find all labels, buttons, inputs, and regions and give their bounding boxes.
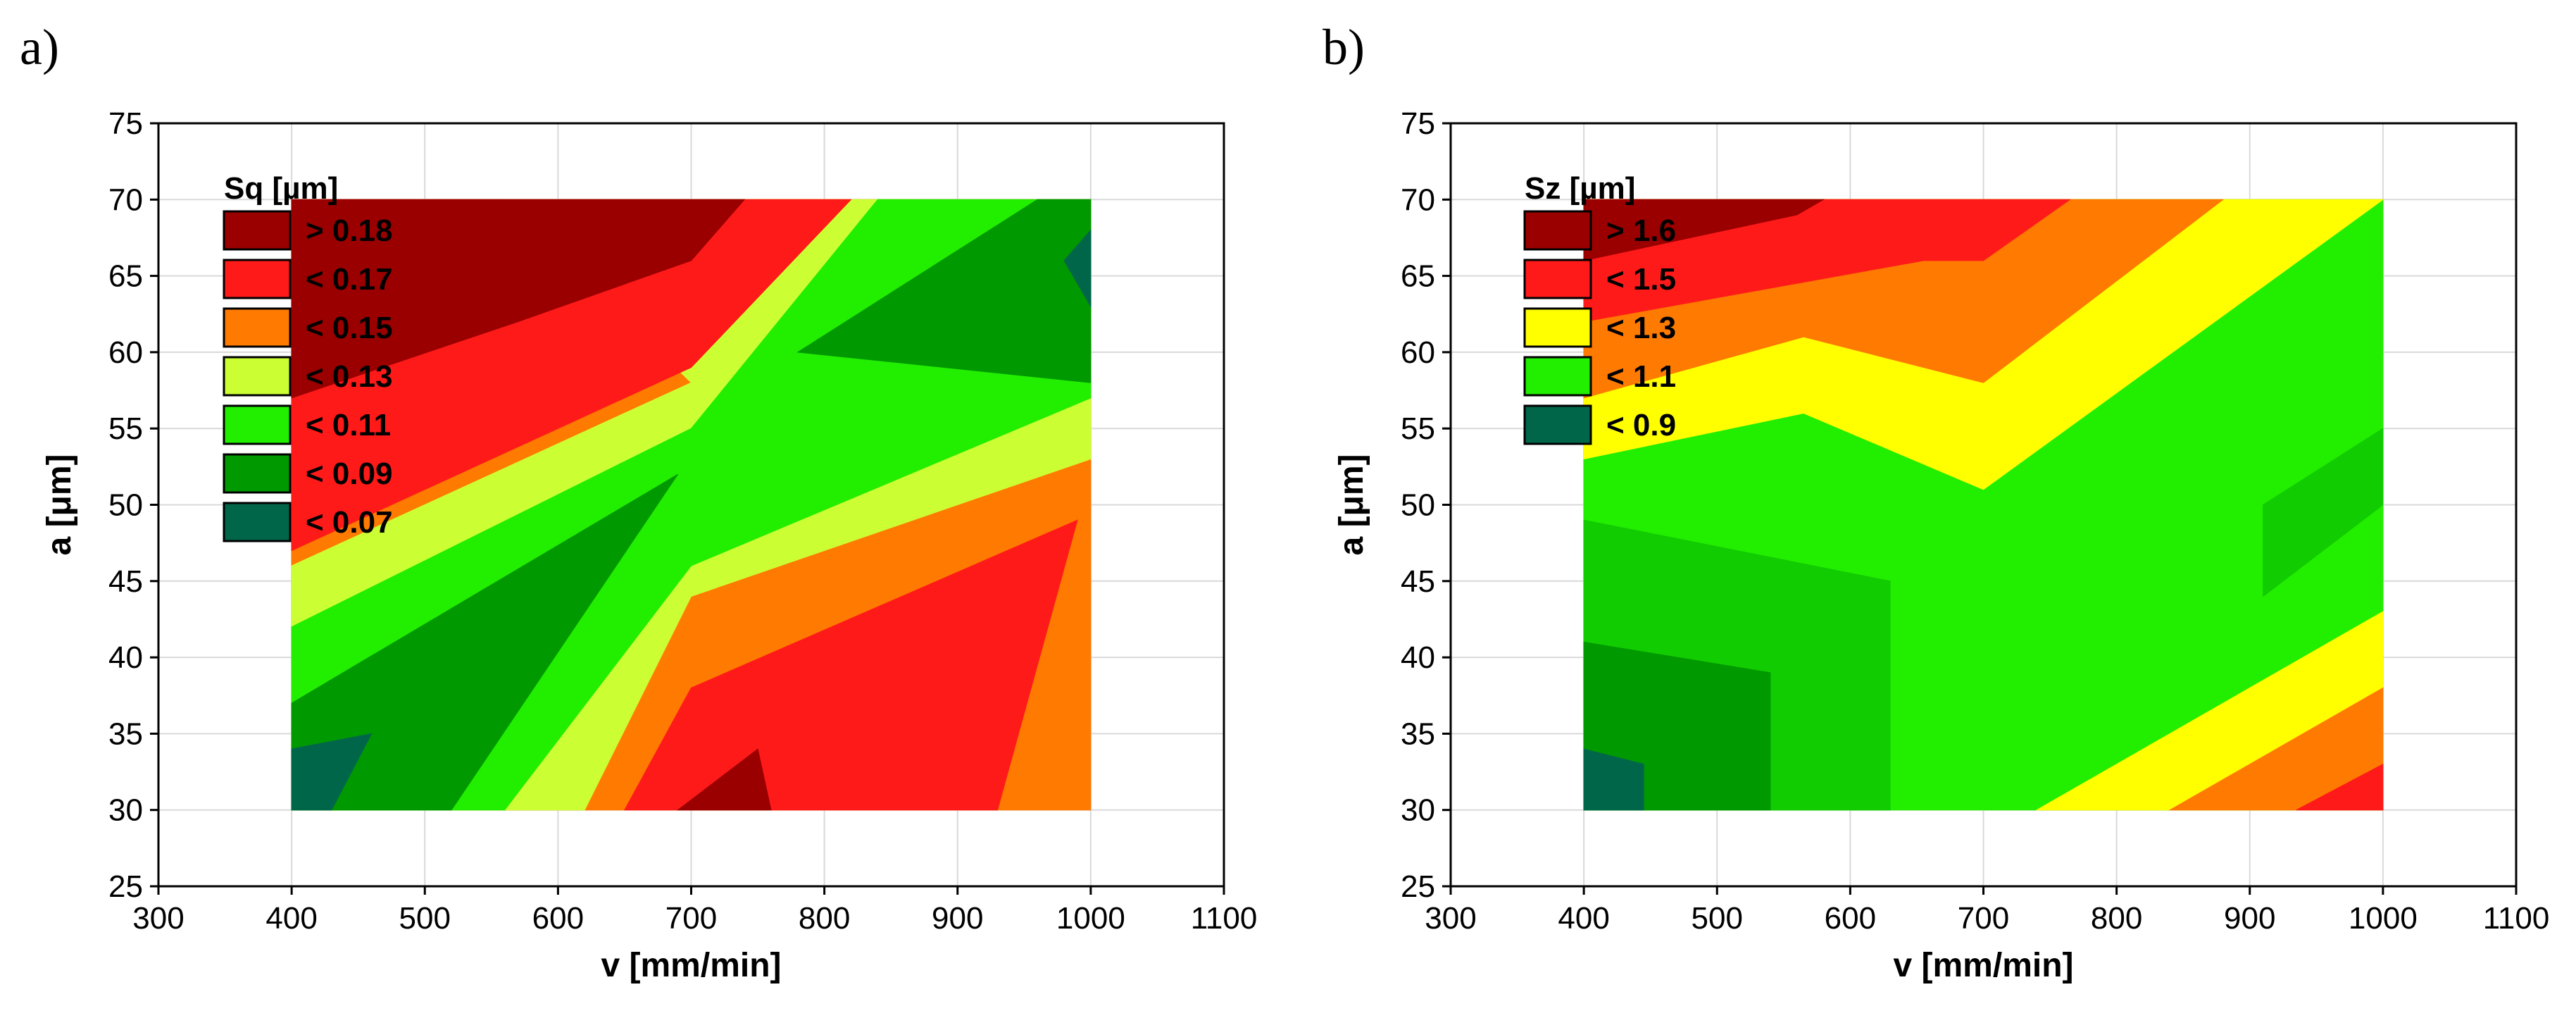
sq-region-10	[677, 748, 772, 811]
sq-legend-swatch-2	[223, 307, 292, 348]
sq-legend-title: Sq [µm]	[224, 171, 338, 206]
sq-legend-label-2: < 0.15	[306, 311, 393, 345]
sq-xtick-label-5: 800	[799, 901, 850, 936]
sz-legend-swatch-1	[1523, 259, 1592, 299]
sz-region-8	[2168, 687, 2384, 811]
sz-legend-label-2: < 1.3	[1606, 311, 1676, 345]
sz-legend-swatch-2	[1523, 307, 1592, 348]
sq-xtick-label-7: 1000	[1056, 901, 1125, 936]
sz-ytick-label-3: 40	[1401, 640, 1435, 675]
sz-y-axis-title: a [μm]	[1333, 454, 1370, 555]
sq-y-axis-title: a [μm]	[41, 454, 78, 555]
sz-legend-label-1: < 1.5	[1606, 262, 1676, 297]
sz-legend-swatch-3	[1523, 356, 1592, 397]
sq-x-axis-title: v [mm/min]	[601, 947, 781, 984]
sq-legend-label-0: > 0.18	[306, 213, 393, 248]
sz-xtick-label-4: 700	[1958, 901, 2009, 936]
sq-xtick-label-3: 600	[532, 901, 584, 936]
sz-region-10	[2296, 763, 2384, 811]
sq-ytick-label-6: 55	[108, 411, 143, 446]
sz-legend: Sz [µm] > 1.6 < 1.5 < 1.3 < 1.1 < 0.9	[1523, 171, 1676, 445]
sz-xtick-label-7: 1000	[2349, 901, 2418, 936]
sq-legend-label-6: < 0.07	[306, 505, 393, 540]
sz-ticks: 300 400 500 600 700 800 900 1000 1100 25 30 35 40 45 5…	[1401, 106, 2549, 936]
sz-ytick-label-7: 60	[1401, 335, 1435, 370]
sq-contour-regions	[291, 199, 1092, 811]
sq-legend-swatch-6	[223, 502, 292, 542]
sq-legend-swatch-4	[223, 404, 292, 445]
sz-xtick-label-5: 800	[2091, 901, 2142, 936]
sq-ticks: 300 400 500 600 700 800 900 1000 1100 25 30 35 40 45 5…	[108, 106, 1257, 936]
sz-legend-label-4: < 0.9	[1606, 408, 1676, 442]
sq-region-3	[291, 473, 679, 811]
sz-ytick-label-5: 50	[1401, 488, 1435, 523]
sq-legend: Sq [µm] > 0.18 < 0.17 < 0.15 < 0.13 < 0.11 < 0…	[223, 171, 393, 542]
sq-xtick-label-8: 1100	[1191, 901, 1258, 936]
sq-legend-label-4: < 0.11	[306, 408, 391, 442]
sz-x-axis-title: v [mm/min]	[1893, 947, 2073, 984]
sz-region-3	[1583, 748, 1644, 811]
sq-ytick-label-7: 60	[108, 335, 143, 370]
sz-xtick-label-6: 900	[2224, 901, 2275, 936]
sq-ytick-label-4: 45	[108, 564, 143, 599]
sq-ytick-label-8: 65	[108, 259, 143, 294]
sq-ytick-label-5: 50	[108, 488, 143, 523]
sq-legend-label-3: < 0.13	[306, 359, 393, 394]
sz-contour-regions	[1583, 199, 2384, 811]
sq-xtick-label-4: 700	[665, 901, 717, 936]
contour-chart-sz: 300 400 500 600 700 800 900 1000 1100 25 30 35 40 45 5…	[1333, 106, 2549, 984]
sq-ytick-label-10: 75	[108, 106, 143, 141]
sq-xtick-label-6: 900	[932, 901, 983, 936]
contour-chart-sq: 300 400 500 600 700 800 900 1000 1100 25 30 35 40 45 5…	[41, 106, 1257, 984]
sz-legend-swatch-4	[1523, 404, 1592, 445]
sz-ytick-label-6: 55	[1401, 411, 1435, 446]
panel-label-a: a)	[20, 19, 59, 75]
sz-ytick-label-9: 70	[1401, 182, 1435, 217]
sz-legend-title: Sz [µm]	[1525, 171, 1635, 206]
sz-ytick-label-4: 45	[1401, 564, 1435, 599]
sz-xtick-label-2: 500	[1692, 901, 1743, 936]
sq-ytick-label-9: 70	[108, 182, 143, 217]
sq-legend-label-1: < 0.17	[306, 262, 393, 297]
sq-legend-swatch-1	[223, 259, 292, 299]
sq-ytick-label-2: 35	[108, 716, 143, 751]
sz-ytick-label-0: 25	[1401, 869, 1435, 904]
sq-ytick-label-1: 30	[108, 793, 143, 828]
sz-xtick-label-0: 300	[1425, 901, 1476, 936]
sq-xtick-label-2: 500	[399, 901, 451, 936]
sz-ytick-label-10: 75	[1401, 106, 1435, 141]
sq-region-6	[1063, 229, 1092, 308]
sq-ytick-label-0: 25	[108, 869, 143, 904]
sz-legend-swatch-0	[1523, 210, 1592, 251]
sq-region-9	[291, 199, 746, 399]
sz-ytick-label-1: 30	[1401, 793, 1435, 828]
sq-ytick-label-3: 40	[108, 640, 143, 675]
sq-legend-swatch-0	[223, 210, 292, 251]
sq-legend-swatch-3	[223, 356, 292, 397]
panel-label-b: b)	[1323, 19, 1365, 75]
sq-legend-label-5: < 0.09	[306, 457, 393, 491]
sz-legend-label-3: < 1.1	[1606, 359, 1676, 394]
sq-xtick-label-0: 300	[132, 901, 184, 936]
sz-xtick-label-1: 400	[1558, 901, 1609, 936]
sq-xtick-label-1: 400	[265, 901, 317, 936]
sz-ytick-label-2: 35	[1401, 716, 1435, 751]
sz-xtick-label-3: 600	[1825, 901, 1876, 936]
sq-legend-swatch-5	[223, 453, 292, 494]
sq-region-5	[291, 733, 373, 811]
sz-region-4	[2263, 428, 2384, 597]
sq-region-8	[624, 519, 1078, 811]
sz-ytick-label-8: 65	[1401, 259, 1435, 294]
sz-legend-label-0: > 1.6	[1606, 213, 1676, 248]
sz-xtick-label-8: 1100	[2483, 901, 2550, 936]
